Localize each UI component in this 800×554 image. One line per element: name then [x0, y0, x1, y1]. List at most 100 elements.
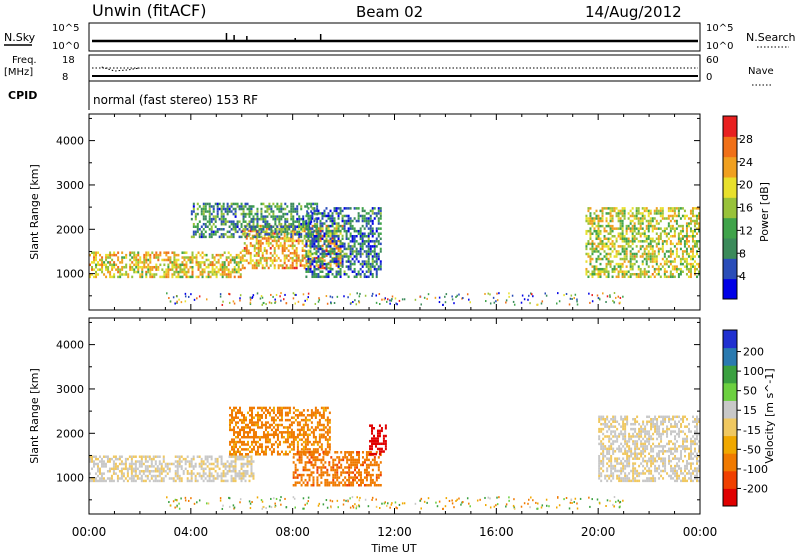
data-cell	[117, 275, 120, 279]
data-cell	[149, 256, 152, 259]
data-cell	[250, 406, 253, 410]
data-cell	[260, 215, 263, 218]
data-cell	[667, 260, 670, 263]
data-cell	[697, 262, 700, 266]
data-cell	[97, 261, 100, 264]
data-cell	[233, 256, 236, 259]
data-cell	[316, 468, 319, 472]
data-cell	[602, 447, 605, 451]
data-cell	[643, 273, 646, 276]
data-cell	[379, 473, 382, 477]
data-cell	[369, 247, 372, 251]
data-cell	[252, 225, 255, 228]
data-cell	[695, 207, 698, 210]
data-cell	[92, 465, 95, 468]
data-cell	[190, 457, 193, 461]
data-cell	[286, 228, 289, 231]
data-cell	[249, 254, 252, 257]
data-cell	[230, 235, 233, 239]
noise-cell	[274, 301, 276, 304]
data-cell	[380, 450, 383, 453]
data-cell	[257, 261, 260, 265]
data-cell	[245, 251, 248, 255]
data-cell	[279, 242, 282, 245]
data-cell	[352, 476, 355, 479]
data-cell	[365, 275, 368, 279]
data-cell	[326, 471, 329, 474]
data-cell	[616, 469, 619, 473]
data-cell	[306, 205, 309, 208]
data-cell	[143, 261, 146, 264]
data-cell	[223, 263, 226, 267]
power-colorbar-tick-label: 28	[739, 133, 753, 146]
data-cell	[244, 228, 247, 231]
data-cell	[605, 255, 608, 258]
data-cell	[651, 217, 654, 220]
data-cell	[365, 222, 368, 225]
data-cell	[637, 209, 640, 213]
data-cell	[375, 262, 378, 266]
data-cell	[600, 415, 603, 419]
data-cell	[281, 244, 284, 248]
data-cell	[291, 251, 294, 255]
data-cell	[183, 258, 186, 262]
data-cell	[373, 452, 376, 456]
data-cell	[602, 454, 605, 458]
data-cell	[620, 432, 623, 436]
data-cell	[304, 466, 307, 469]
data-cell	[192, 205, 195, 208]
data-cell	[300, 217, 303, 221]
data-cell	[103, 261, 106, 264]
data-cell	[685, 250, 688, 253]
data-cell	[623, 273, 626, 276]
data-cell	[647, 212, 650, 215]
data-cell	[278, 453, 281, 456]
data-cell	[349, 219, 352, 223]
data-cell	[587, 207, 590, 210]
noise-cell	[239, 294, 242, 297]
data-cell	[326, 468, 329, 472]
data-cell	[240, 222, 243, 226]
data-cell	[328, 461, 331, 464]
data-cell	[635, 252, 638, 256]
data-cell	[288, 411, 291, 415]
data-cell	[191, 275, 194, 279]
data-cell	[315, 261, 318, 265]
data-cell	[262, 202, 265, 206]
data-cell	[147, 253, 150, 257]
cpid-text: normal (fast stereo) 153 RF	[93, 93, 258, 107]
data-cell	[614, 469, 617, 473]
data-cell	[248, 426, 251, 429]
noise-cell	[307, 292, 310, 295]
data-cell	[312, 458, 315, 462]
data-cell	[599, 240, 602, 243]
data-cell	[253, 244, 256, 248]
data-cell	[352, 481, 355, 484]
data-cell	[354, 468, 357, 472]
data-cell	[639, 232, 642, 235]
noise-cell	[284, 293, 286, 296]
data-cell	[195, 253, 198, 257]
data-cell	[200, 462, 203, 466]
data-cell	[268, 438, 271, 441]
data-cell	[157, 253, 160, 257]
data-cell	[204, 207, 207, 211]
data-cell	[227, 268, 230, 271]
data-cell	[377, 456, 380, 459]
data-cell	[91, 265, 94, 269]
data-cell	[175, 265, 178, 269]
data-cell	[587, 209, 590, 213]
data-cell	[619, 267, 622, 271]
data-cell	[326, 443, 329, 446]
data-cell	[375, 237, 378, 241]
data-cell	[291, 266, 294, 270]
data-cell	[266, 411, 269, 415]
data-cell	[651, 255, 654, 258]
data-cell	[227, 270, 230, 274]
data-cell	[298, 473, 301, 477]
data-cell	[276, 438, 279, 441]
data-cell	[231, 270, 234, 274]
data-cell	[331, 217, 334, 220]
data-cell	[347, 237, 350, 241]
data-cell	[238, 469, 241, 473]
